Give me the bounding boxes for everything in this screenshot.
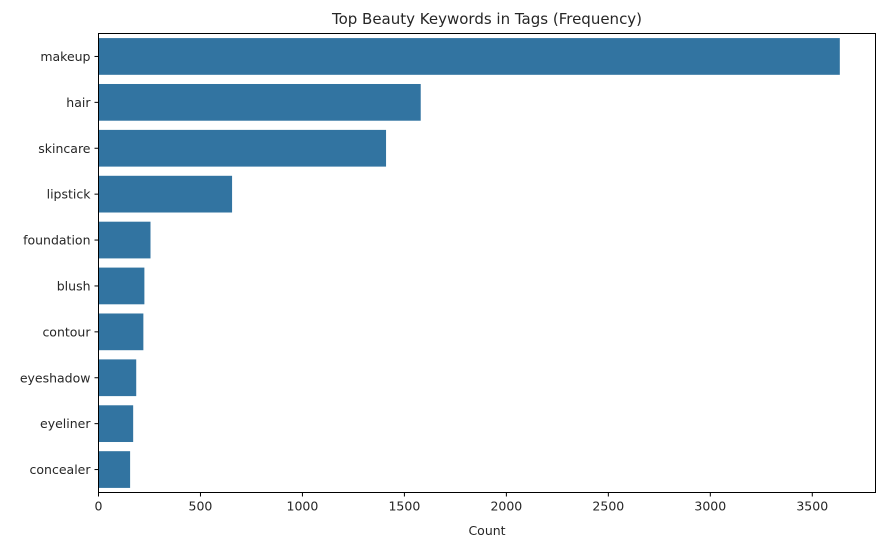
x-axis-title: Count — [468, 523, 505, 538]
y-tick-label-contour: contour — [42, 324, 91, 339]
bar-foundation — [98, 221, 151, 259]
bar-blush — [98, 267, 145, 305]
x-tick-label-3000: 3000 — [694, 499, 726, 514]
y-tick-label-concealer: concealer — [30, 462, 92, 477]
x-tick-label-0: 0 — [95, 499, 103, 514]
plot-frame — [98, 33, 876, 493]
bar-concealer — [98, 451, 131, 488]
x-tick-label-1000: 1000 — [287, 499, 319, 514]
bar-eyeliner — [98, 405, 134, 443]
x-axis-ticks: 0 500 1000 1500 2000 2500 3000 3500 — [95, 492, 828, 514]
bar-eyeshadow — [98, 359, 137, 397]
bar-skincare — [98, 129, 387, 167]
x-tick-label-3500: 3500 — [796, 499, 828, 514]
y-axis-ticks: makeup hair skincare lipstick foundation blus… — [20, 49, 99, 477]
y-tick-label-makeup: makeup — [40, 49, 90, 64]
x-tick-label-1500: 1500 — [388, 499, 420, 514]
bar-contour — [98, 313, 144, 351]
y-tick-label-skincare: skincare — [38, 141, 91, 156]
bar-hair — [98, 83, 421, 121]
y-tick-label-hair: hair — [66, 95, 91, 110]
bar-lipstick — [98, 175, 233, 213]
y-tick-label-eyeliner: eyeliner — [40, 416, 91, 431]
x-tick-label-2500: 2500 — [592, 499, 624, 514]
x-tick-label-500: 500 — [189, 499, 213, 514]
y-tick-label-lipstick: lipstick — [47, 187, 92, 202]
x-tick-label-2000: 2000 — [490, 499, 522, 514]
y-tick-label-eyeshadow: eyeshadow — [20, 370, 91, 385]
chart-title: Top Beauty Keywords in Tags (Frequency) — [331, 10, 642, 28]
y-tick-label-foundation: foundation — [23, 233, 90, 248]
y-tick-label-blush: blush — [57, 278, 91, 293]
bars-group — [98, 38, 840, 488]
bar-makeup — [98, 38, 840, 75]
